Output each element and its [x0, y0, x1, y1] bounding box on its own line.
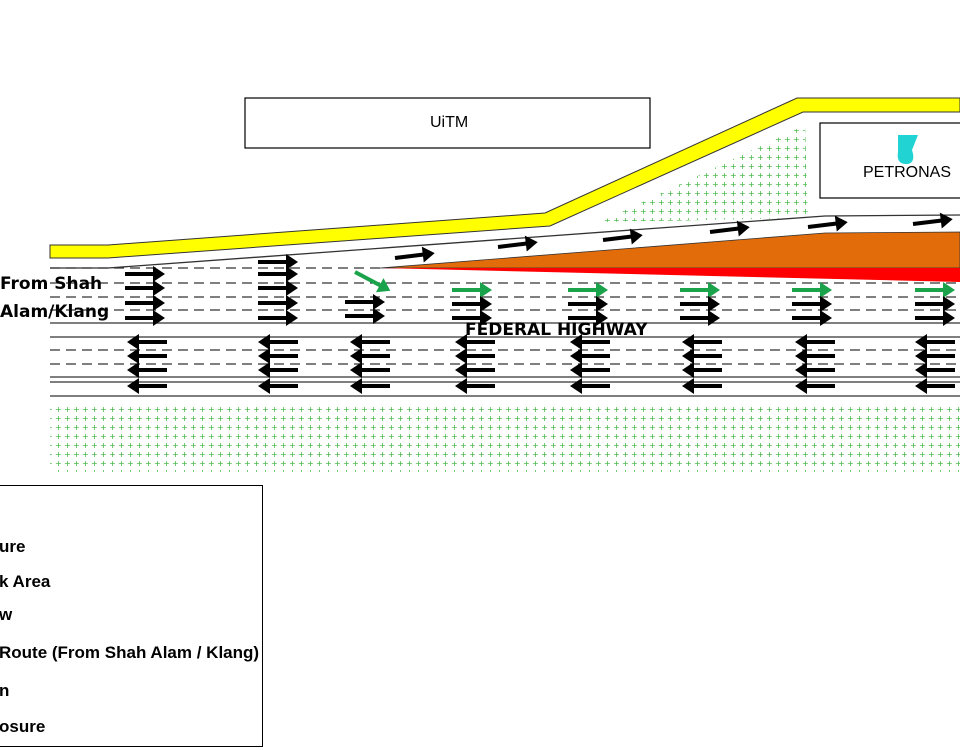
ramp-edge — [50, 214, 960, 269]
westbound-arrow — [350, 378, 390, 394]
ramp-arrow — [709, 220, 750, 237]
westbound-arrow — [455, 378, 495, 394]
legend-item: w — [0, 605, 13, 624]
eastbound-arrow — [258, 310, 298, 326]
legend-item: ure — [0, 537, 26, 556]
diversion-arrow — [680, 282, 720, 298]
work-area — [379, 231, 960, 269]
westbound-arrow — [795, 362, 835, 378]
diversion-arrow — [452, 282, 492, 298]
eastbound-arrow — [915, 296, 955, 312]
ramp-arrow — [394, 246, 435, 263]
eastbound-arrow — [568, 310, 608, 326]
lane-markings — [50, 267, 960, 397]
lane-closure — [380, 268, 960, 282]
legend-item: osure — [0, 717, 46, 736]
eastbound-arrow — [125, 266, 165, 282]
eastbound-arrow — [915, 310, 955, 326]
westbound-arrow — [795, 348, 835, 364]
ramp-arrow — [912, 212, 953, 229]
westbound-arrow — [350, 362, 390, 378]
westbound-arrow — [570, 378, 610, 394]
westbound-arrow — [795, 334, 835, 350]
diversion-arrow — [354, 270, 391, 293]
eastbound-arrow — [125, 310, 165, 326]
eastbound-arrow — [258, 295, 298, 311]
westbound-arrow — [127, 334, 167, 350]
diversion-arrow — [915, 282, 955, 298]
westbound-arrow — [570, 362, 610, 378]
westbound-arrow — [258, 378, 298, 394]
eastbound-arrow — [680, 310, 720, 326]
westbound-arrow — [455, 334, 495, 350]
petronas-logo-icon — [897, 135, 918, 165]
uitm-building — [244, 97, 651, 149]
eastbound-arrow — [125, 295, 165, 311]
eastbound-arrow — [345, 308, 385, 324]
uitm-label: UiTM — [430, 114, 469, 131]
diversion-arrow — [792, 282, 832, 298]
westbound-arrow — [682, 378, 722, 394]
legend-item: k Area — [0, 572, 51, 591]
highway-label: FEDERAL HIGHWAY — [465, 320, 648, 340]
westbound-arrow — [258, 334, 298, 350]
eastbound-arrow — [345, 294, 385, 310]
westbound-arrow — [258, 348, 298, 364]
westbound-arrow — [915, 362, 955, 378]
eastbound-arrow — [680, 296, 720, 312]
eastbound-arrow — [258, 266, 298, 282]
westbound-arrow — [570, 334, 610, 350]
origin-label-line1: From Shah — [0, 274, 103, 294]
westbound-arrow — [682, 362, 722, 378]
legend-item: Route (From Shah Alam / Klang) — [0, 643, 260, 662]
legend-box: ure k Area w Route (From Shah Alam / Kla… — [0, 485, 263, 747]
westbound-arrow — [455, 362, 495, 378]
westbound-arrow — [915, 378, 955, 394]
westbound-arrow — [915, 348, 955, 364]
westbound-arrow — [350, 334, 390, 350]
westbound-arrow — [682, 334, 722, 350]
ramp-arrow — [497, 235, 538, 252]
legend-item: n — [0, 681, 10, 700]
westbound-arrow — [682, 348, 722, 364]
kerb-yellow — [49, 97, 960, 259]
ramp-arrow — [602, 228, 643, 245]
ramp-arrow — [807, 215, 848, 232]
westbound-arrow — [795, 378, 835, 394]
eastbound-arrow — [452, 310, 492, 326]
eastbound-arrow — [452, 296, 492, 312]
westbound-arrow — [350, 348, 390, 364]
eastbound-arrow — [258, 254, 298, 270]
greenery-bottom — [50, 404, 960, 472]
westbound-arrow — [915, 334, 955, 350]
origin-label-line2: Alam/Klang — [0, 302, 110, 322]
diversion-arrow — [568, 282, 608, 298]
westbound-arrow — [127, 362, 167, 378]
westbound-arrow — [258, 362, 298, 378]
greenery-petronas — [600, 125, 808, 222]
petronas-label: PETRONAS — [863, 164, 952, 181]
eastbound-arrow — [568, 296, 608, 312]
petronas-station — [819, 122, 960, 199]
eastbound-arrow — [125, 280, 165, 296]
westbound-arrow — [455, 348, 495, 364]
westbound-arrow — [127, 378, 167, 394]
westbound-arrow — [127, 348, 167, 364]
westbound-arrow — [570, 348, 610, 364]
eastbound-arrow — [792, 310, 832, 326]
eastbound-arrow — [258, 280, 298, 296]
eastbound-arrow — [792, 296, 832, 312]
